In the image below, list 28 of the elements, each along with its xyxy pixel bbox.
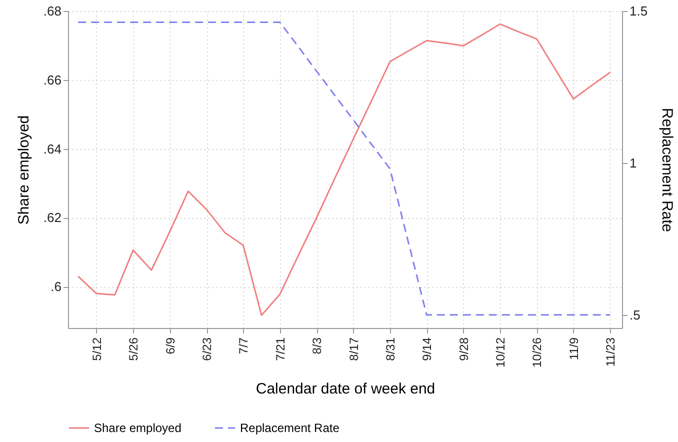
y2-tick-label: .5	[630, 307, 640, 322]
y2-axis-title: Replacement Rate	[658, 108, 676, 232]
x-tick-label: 8/31	[383, 337, 398, 361]
legend-label: Share employed	[94, 421, 182, 435]
y-tick-label: .62	[43, 210, 62, 226]
x-tick-label: 9/28	[456, 337, 471, 361]
x-tick-label: 7/7	[236, 337, 251, 354]
y-tick-label: .6	[50, 279, 62, 294]
x-tick-label: 10/26	[530, 337, 544, 368]
x-tick-label: 5/12	[90, 337, 104, 361]
x-tick-label: 11/23	[604, 337, 618, 367]
y2-tick-label: 1	[630, 155, 637, 170]
x-tick-label: 5/26	[126, 337, 141, 361]
x-tick-label: 8/3	[310, 337, 324, 354]
x-tick-label: 8/17	[346, 337, 361, 361]
x-tick-label: 10/12	[494, 337, 508, 368]
y-tick-label: .64	[43, 141, 62, 156]
x-tick-label: 6/23	[200, 337, 214, 361]
x-tick-label: 6/9	[163, 337, 178, 354]
x-tick-label: 9/14	[420, 337, 434, 361]
x-axis-title: Calendar date of week end	[256, 380, 436, 398]
y-tick-label: .66	[43, 72, 62, 88]
y-axis-title: Share employed	[15, 115, 32, 225]
y-tick-label: .68	[43, 4, 62, 18]
y2-tick-label: 1.5	[630, 4, 648, 18]
x-tick-label: 7/21	[273, 337, 288, 361]
legend-label: Replacement Rate	[240, 421, 340, 435]
x-tick-label: 11/9	[566, 337, 581, 360]
